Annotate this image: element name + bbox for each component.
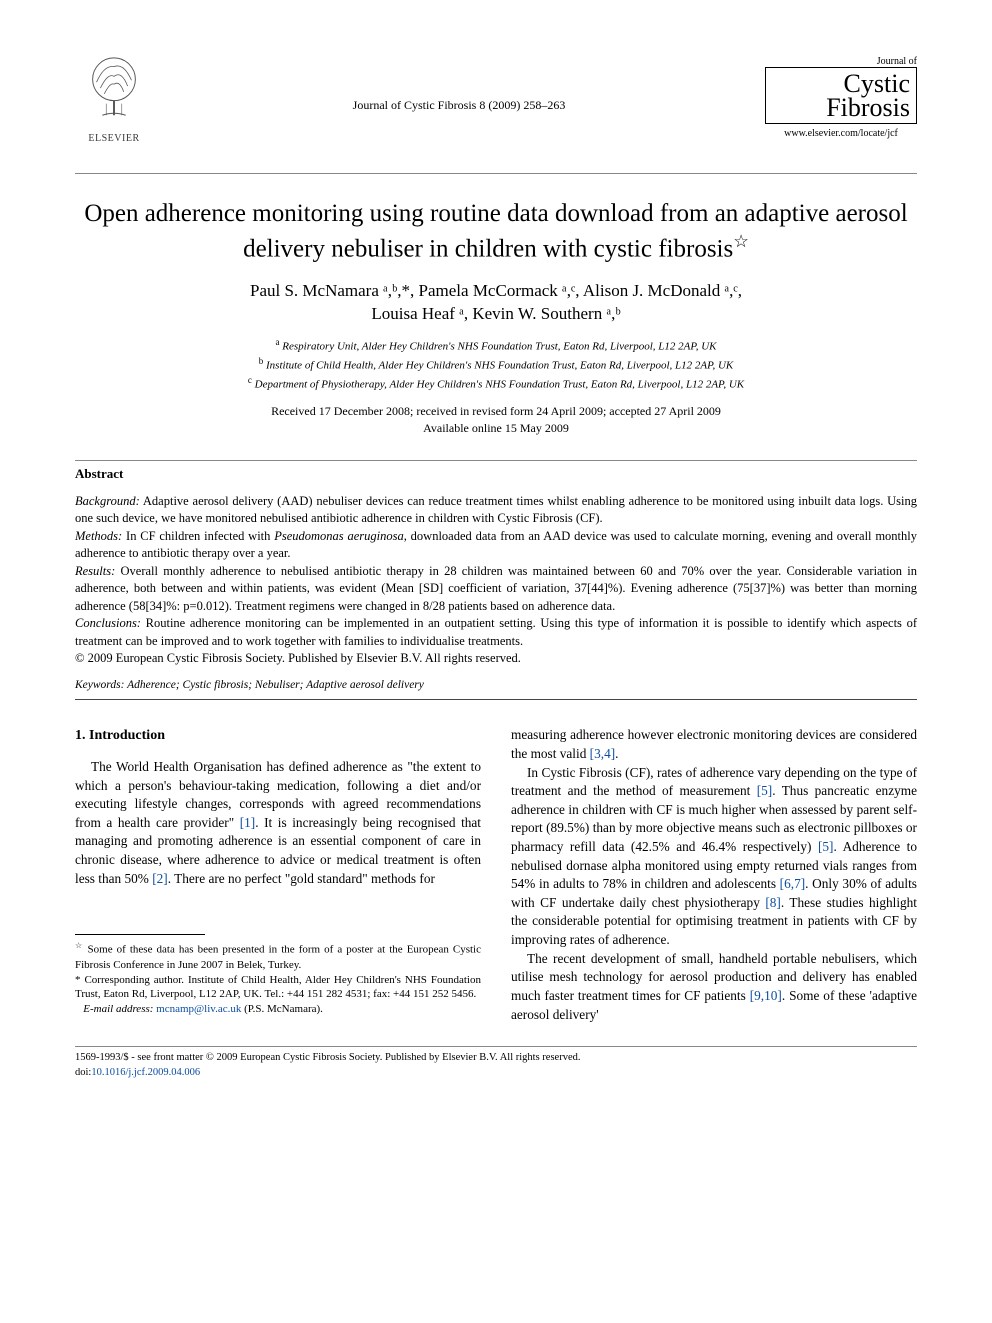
- email-suffix: (P.S. McNamara).: [241, 1003, 323, 1015]
- affiliation-b: Institute of Child Health, Alder Hey Chi…: [266, 359, 733, 371]
- corr-text: Corresponding author. Institute of Child…: [75, 974, 481, 1001]
- email-link[interactable]: mcnamp@liv.ac.uk: [156, 1003, 241, 1015]
- article-title: Open adherence monitoring using routine …: [75, 198, 917, 265]
- results-label: Results:: [75, 564, 115, 578]
- text: . There are no perfect "gold standard" m…: [168, 871, 435, 886]
- footnote-email: E-mail address: mcnamp@liv.ac.uk (P.S. M…: [75, 1002, 481, 1017]
- doi-label: doi:: [75, 1067, 91, 1078]
- header-row: ELSEVIER Journal of Cystic Fibrosis 8 (2…: [75, 55, 917, 145]
- ref-link[interactable]: [6,7]: [780, 876, 805, 891]
- column-right: measuring adherence however electronic m…: [511, 726, 917, 1024]
- affiliation-a: Respiratory Unit, Alder Hey Children's N…: [282, 340, 716, 352]
- copyright-line: 1569-1993/$ - see front matter © 2009 Eu…: [75, 1052, 581, 1063]
- ref-link[interactable]: [1]: [240, 815, 256, 830]
- conclusions-label: Conclusions:: [75, 616, 141, 630]
- section-heading: 1. Introduction: [75, 726, 481, 746]
- background-text: Adaptive aerosol delivery (AAD) nebulise…: [75, 494, 917, 526]
- ref-link[interactable]: [3,4]: [590, 746, 615, 761]
- title-text: Open adherence monitoring using routine …: [84, 200, 907, 262]
- elsevier-tree-icon: [83, 55, 145, 123]
- paragraph: In Cystic Fibrosis (CF), rates of adhere…: [511, 764, 917, 950]
- conclusions-text: Routine adherence monitoring can be impl…: [75, 616, 917, 648]
- ref-link[interactable]: [2]: [152, 871, 168, 886]
- journal-logo-main: Cystic Fibrosis: [765, 67, 917, 124]
- page-container: ELSEVIER Journal of Cystic Fibrosis 8 (2…: [0, 0, 992, 1121]
- paragraph: The recent development of small, handhel…: [511, 950, 917, 1024]
- paragraph: measuring adherence however electronic m…: [511, 726, 917, 763]
- ref-link[interactable]: [5]: [818, 839, 834, 854]
- email-label: E-mail address:: [83, 1003, 153, 1015]
- abstract-body: Background: Adaptive aerosol delivery (A…: [75, 493, 917, 668]
- methods-text-pre: In CF children infected with: [122, 529, 274, 543]
- ref-link[interactable]: [8]: [765, 895, 781, 910]
- article-dates: Received 17 December 2008; received in r…: [75, 403, 917, 437]
- dates-line1: Received 17 December 2008; received in r…: [271, 404, 721, 418]
- divider: [75, 699, 917, 700]
- publisher-logo: ELSEVIER: [75, 55, 153, 145]
- star-text: Some of these data has been presented in…: [75, 944, 481, 971]
- ref-link[interactable]: [5]: [757, 783, 773, 798]
- background-label: Background:: [75, 494, 140, 508]
- footnote-corresponding: * Corresponding author. Institute of Chi…: [75, 973, 481, 1003]
- title-note-marker: ☆: [733, 231, 749, 251]
- affiliations: a Respiratory Unit, Alder Hey Children's…: [75, 336, 917, 393]
- authors-line2: Louisa Heaf ᵃ, Kevin W. Southern ᵃ,ᵇ: [371, 304, 620, 323]
- dates-line2: Available online 15 May 2009: [423, 421, 569, 435]
- journal-url[interactable]: www.elsevier.com/locate/jcf: [765, 127, 917, 141]
- authors-line1: Paul S. McNamara ᵃ,ᵇ,*, Pamela McCormack…: [250, 281, 742, 300]
- column-left: 1. Introduction The World Health Organis…: [75, 726, 481, 1024]
- divider: [75, 1046, 917, 1047]
- authors: Paul S. McNamara ᵃ,ᵇ,*, Pamela McCormack…: [75, 280, 917, 326]
- divider: [75, 460, 917, 461]
- affiliation-c: Department of Physiotherapy, Alder Hey C…: [255, 378, 745, 390]
- doi-link[interactable]: 10.1016/j.jcf.2009.04.006: [91, 1067, 200, 1078]
- paragraph: The World Health Organisation has define…: [75, 758, 481, 888]
- journal-logo: Journal of Cystic Fibrosis www.elsevier.…: [765, 55, 917, 140]
- results-text: Overall monthly adherence to nebulised a…: [75, 564, 917, 613]
- methods-text-em: Pseudomonas aeruginosa: [274, 529, 404, 543]
- journal-logo-line2: Fibrosis: [826, 93, 910, 122]
- keywords-text: Adherence; Cystic fibrosis; Nebuliser; A…: [124, 679, 423, 691]
- methods-label: Methods:: [75, 529, 122, 543]
- text: .: [615, 746, 618, 761]
- ref-link[interactable]: [9,10]: [750, 988, 782, 1003]
- divider: [75, 173, 917, 174]
- footnotes: ☆ Some of these data has been presented …: [75, 941, 481, 1017]
- abstract-copyright: © 2009 European Cystic Fibrosis Society.…: [75, 651, 521, 665]
- text: measuring adherence however electronic m…: [511, 727, 917, 761]
- footer-copyright: 1569-1993/$ - see front matter © 2009 Eu…: [75, 1051, 917, 1080]
- footnote-star: ☆ Some of these data has been presented …: [75, 941, 481, 972]
- keywords: Keywords: Adherence; Cystic fibrosis; Ne…: [75, 678, 917, 694]
- publisher-name: ELSEVIER: [75, 132, 153, 146]
- footnote-separator: [75, 934, 205, 935]
- abstract-heading: Abstract: [75, 465, 917, 483]
- journal-reference: Journal of Cystic Fibrosis 8 (2009) 258–…: [153, 97, 765, 113]
- content-columns: 1. Introduction The World Health Organis…: [75, 726, 917, 1024]
- keywords-label: Keywords:: [75, 679, 124, 691]
